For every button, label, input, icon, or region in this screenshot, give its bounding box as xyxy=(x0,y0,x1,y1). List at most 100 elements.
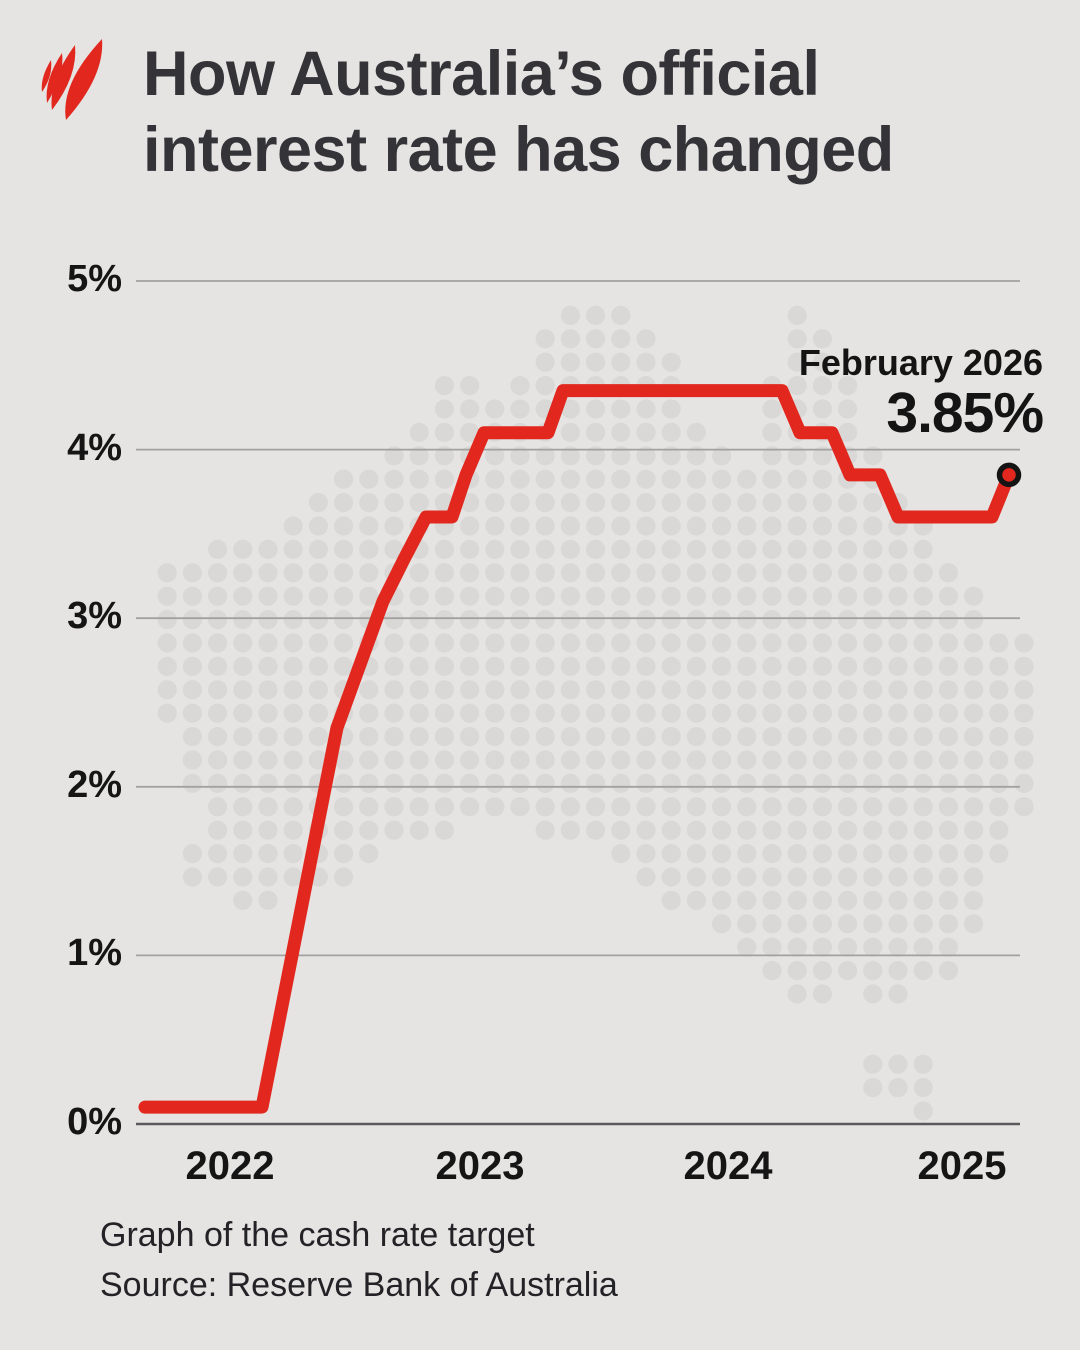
map-dot xyxy=(283,844,303,864)
map-dot xyxy=(938,890,959,911)
map-dot xyxy=(460,376,480,396)
chart-footer: Graph of the cash rate target Source: Re… xyxy=(100,1210,618,1310)
map-dot xyxy=(283,586,303,606)
map-dot xyxy=(661,422,681,442)
map-dot xyxy=(535,820,555,840)
map-dot xyxy=(283,610,303,630)
map-dot xyxy=(686,750,707,770)
map-dot xyxy=(938,727,959,747)
map-dot xyxy=(258,820,278,840)
map-dot xyxy=(737,563,757,583)
map-dot xyxy=(611,680,631,700)
map-dot xyxy=(812,680,833,700)
map-dot xyxy=(434,563,454,583)
map-dot xyxy=(762,844,782,864)
map-dot xyxy=(938,773,959,794)
map-dot xyxy=(560,773,581,794)
map-dot xyxy=(636,797,656,817)
map-dot xyxy=(384,703,404,723)
map-dot xyxy=(964,703,984,723)
map-dot xyxy=(838,914,858,934)
australia-dot-map-background xyxy=(157,305,1034,1121)
map-dot xyxy=(560,469,581,489)
map-dot xyxy=(560,563,581,583)
map-dot xyxy=(737,844,757,864)
map-dot xyxy=(460,563,480,583)
map-dot xyxy=(308,586,328,606)
map-dot xyxy=(787,305,807,325)
map-dot xyxy=(560,539,581,560)
map-dot xyxy=(812,984,833,1004)
map-dot xyxy=(762,680,782,700)
map-dot xyxy=(485,797,505,817)
map-dot xyxy=(812,867,833,887)
map-dot xyxy=(384,750,404,770)
map-dot xyxy=(535,633,555,653)
map-dot xyxy=(611,703,631,723)
map-dot xyxy=(913,1054,933,1074)
map-dot xyxy=(812,563,833,583)
map-dot xyxy=(787,680,807,700)
map-dot xyxy=(359,703,379,723)
map-dot xyxy=(157,586,177,606)
y-axis-label: 4% xyxy=(67,426,122,469)
map-dot xyxy=(208,844,228,864)
map-dot xyxy=(712,797,732,817)
map-dot xyxy=(686,539,707,560)
map-dot xyxy=(535,329,555,349)
map-dot xyxy=(485,446,505,466)
map-dot xyxy=(334,750,354,770)
map-dot xyxy=(964,610,984,630)
map-dot xyxy=(384,680,404,700)
map-dot xyxy=(812,844,833,864)
map-dot xyxy=(737,516,757,536)
map-dot xyxy=(233,539,253,560)
map-dot xyxy=(812,399,833,419)
map-dot xyxy=(485,516,505,536)
map-dot xyxy=(712,867,732,887)
map-dot xyxy=(409,446,429,466)
map-dot xyxy=(233,890,253,911)
map-dot xyxy=(863,633,883,653)
map-dot xyxy=(182,867,202,887)
map-dot xyxy=(838,656,858,677)
map-dot xyxy=(510,656,530,677)
map-dot xyxy=(460,680,480,700)
map-dot xyxy=(913,773,933,794)
map-dot xyxy=(686,797,707,817)
map-dot xyxy=(434,399,454,419)
map-dot xyxy=(308,633,328,653)
map-dot xyxy=(838,890,858,911)
map-dot xyxy=(863,539,883,560)
map-dot xyxy=(182,586,202,606)
map-dot xyxy=(762,399,782,419)
map-dot xyxy=(409,703,429,723)
map-dot xyxy=(586,422,606,442)
map-dot xyxy=(787,539,807,560)
map-dot xyxy=(686,703,707,723)
map-dot xyxy=(409,633,429,653)
map-dot xyxy=(888,703,908,723)
map-dot xyxy=(838,399,858,419)
map-dot xyxy=(182,680,202,700)
map-dot xyxy=(812,890,833,911)
map-dot xyxy=(686,469,707,489)
map-dot xyxy=(636,469,656,489)
map-dot xyxy=(812,352,833,372)
map-dot xyxy=(913,890,933,911)
map-dot xyxy=(510,399,530,419)
map-dot xyxy=(586,329,606,349)
map-dot xyxy=(863,563,883,583)
map-dot xyxy=(913,680,933,700)
y-axis-label: 3% xyxy=(67,594,122,637)
map-dot xyxy=(838,727,858,747)
map-dot xyxy=(485,469,505,489)
map-dot xyxy=(863,703,883,723)
map-dot xyxy=(510,469,530,489)
map-dot xyxy=(888,844,908,864)
map-dot xyxy=(636,539,656,560)
map-dot xyxy=(863,961,883,981)
map-dot xyxy=(409,422,429,442)
map-dot xyxy=(384,773,404,794)
